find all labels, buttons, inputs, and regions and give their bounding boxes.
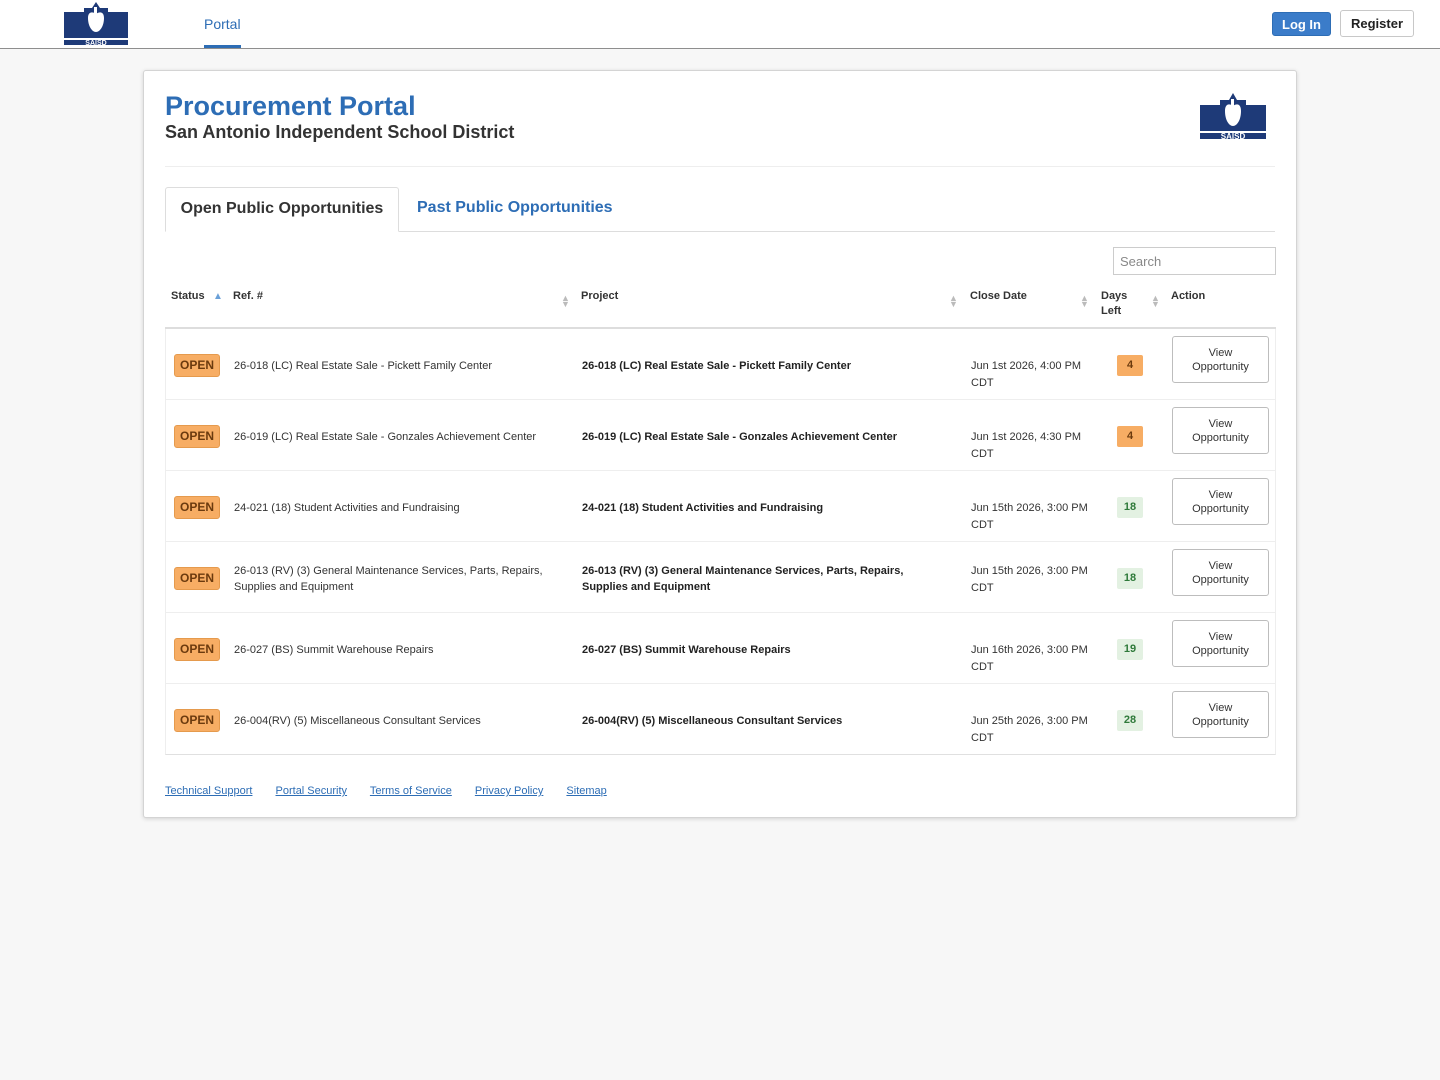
close-date-cell: Jun 16th 2026, 3:00 PM CDT [971, 644, 1088, 673]
table-row: OPEN 26-013 (RV) (3) General Maintenance… [166, 542, 1275, 613]
footer-link-terms-of-service[interactable]: Terms of Service [369, 785, 452, 797]
days-left-badge: 28 [1117, 710, 1143, 731]
table-row: OPEN 26-019 (LC) Real Estate Sale - Gonz… [166, 400, 1275, 471]
opportunities-table: Status ▲ Ref. # ▲ ▼ Project ▲ ▼ Close Date… [165, 283, 1276, 755]
opportunity-label: Opportunity [1192, 574, 1249, 586]
project-cell: 26-004(RV) (5) Miscellaneous Consultant … [582, 715, 843, 727]
close-date-cell: Jun 15th 2026, 3:00 PM CDT [971, 502, 1088, 531]
footer-link-privacy-policy[interactable]: Privacy Policy [474, 785, 544, 797]
opportunity-label: Opportunity [1192, 716, 1249, 728]
saisd-logo-large: SAISD [1200, 93, 1266, 141]
close-date-cell: Jun 1st 2026, 4:00 PM CDT [971, 360, 1082, 389]
project-cell: 26-013 (RV) (3) General Maintenance Serv… [582, 565, 904, 593]
view-label: View [1208, 489, 1233, 501]
column-header-days-left[interactable]: Days Left [1101, 289, 1127, 319]
days-label: Days [1101, 290, 1128, 302]
tab-open-opportunities[interactable]: Open Public Opportunities [165, 187, 399, 232]
search-input[interactable] [1113, 247, 1276, 275]
status-badge: OPEN [174, 709, 220, 732]
status-badge: OPEN [174, 354, 220, 377]
view-opportunity-button[interactable]: View Opportunity [1172, 620, 1269, 667]
view-label: View [1208, 560, 1233, 572]
days-left-badge: 4 [1117, 426, 1143, 447]
view-opportunity-button[interactable]: View Opportunity [1172, 691, 1269, 738]
view-opportunity-button[interactable]: View Opportunity [1172, 478, 1269, 525]
nav-portal-link[interactable]: Portal [204, 0, 241, 48]
table-row: OPEN 26-018 (LC) Real Estate Sale - Pick… [166, 329, 1275, 400]
table-row: OPEN 26-004(RV) (5) Miscellaneous Consul… [166, 684, 1275, 754]
ref-cell: 26-027 (BS) Summit Warehouse Repairs [234, 644, 434, 656]
view-opportunity-button[interactable]: View Opportunity [1172, 407, 1269, 454]
sort-asc-icon[interactable]: ▲ [213, 291, 223, 302]
column-header-project[interactable]: Project [581, 290, 619, 302]
footer-links: Technical Support Portal Security Terms … [165, 785, 627, 797]
register-button[interactable]: Register [1340, 10, 1414, 37]
opportunity-label: Opportunity [1192, 432, 1249, 444]
left-label: Left [1101, 305, 1122, 317]
days-left-badge: 18 [1117, 497, 1143, 518]
project-cell: 24-021 (18) Student Activities and Fundr… [582, 502, 824, 514]
status-badge: OPEN [174, 425, 220, 448]
table-row: OPEN 24-021 (18) Student Activities and … [166, 471, 1275, 542]
svg-text:SAISD: SAISD [85, 40, 106, 46]
view-label: View [1208, 631, 1233, 643]
table-header: Status ▲ Ref. # ▲ ▼ Project ▲ ▼ Close Date… [165, 283, 1276, 329]
login-button[interactable]: Log In [1272, 12, 1331, 36]
column-header-ref[interactable]: Ref. # [233, 290, 263, 302]
view-opportunity-button[interactable]: View Opportunity [1172, 549, 1269, 596]
portal-card: Procurement Portal San Antonio Independe… [143, 70, 1297, 818]
sort-icon[interactable]: ▲ ▼ [1151, 293, 1160, 309]
sort-icon[interactable]: ▲ ▼ [949, 293, 958, 309]
days-left-badge: 19 [1117, 639, 1143, 660]
status-badge: OPEN [174, 496, 220, 519]
tab-divider [165, 231, 1275, 232]
status-badge: OPEN [174, 567, 220, 590]
project-cell: 26-019 (LC) Real Estate Sale - Gonzales … [582, 431, 898, 443]
view-opportunity-button[interactable]: View Opportunity [1172, 336, 1269, 383]
svg-text:SAISD: SAISD [1221, 132, 1246, 141]
sort-icon[interactable]: ▲ ▼ [1080, 293, 1089, 309]
close-date-cell: Jun 25th 2026, 3:00 PM CDT [971, 715, 1088, 744]
ref-cell: 26-013 (RV) (3) General Maintenance Serv… [234, 565, 543, 593]
view-label: View [1208, 418, 1233, 430]
table-body: OPEN 26-018 (LC) Real Estate Sale - Pick… [165, 329, 1276, 755]
top-navbar: SAISD Portal Log In Register [0, 0, 1440, 49]
footer-link-technical-support[interactable]: Technical Support [165, 785, 253, 797]
project-cell: 26-018 (LC) Real Estate Sale - Pickett F… [582, 360, 851, 372]
sort-icon[interactable]: ▲ ▼ [561, 293, 570, 309]
ref-cell: 24-021 (18) Student Activities and Fundr… [234, 502, 460, 514]
opportunity-label: Opportunity [1192, 503, 1249, 515]
opportunity-label: Opportunity [1192, 361, 1249, 373]
ref-cell: 26-019 (LC) Real Estate Sale - Gonzales … [234, 431, 537, 443]
days-left-badge: 18 [1117, 568, 1143, 589]
close-date-cell: Jun 15th 2026, 3:00 PM CDT [971, 565, 1088, 594]
view-label: View [1208, 702, 1233, 714]
close-date-cell: Jun 1st 2026, 4:30 PM CDT [971, 431, 1082, 460]
header-divider [165, 166, 1275, 167]
column-header-action: Action [1171, 290, 1206, 302]
column-header-close-date[interactable]: Close Date [970, 290, 1027, 302]
footer-link-sitemap[interactable]: Sitemap [566, 785, 607, 797]
opportunity-label: Opportunity [1192, 645, 1249, 657]
page-title: Procurement Portal [165, 91, 416, 121]
ref-cell: 26-018 (LC) Real Estate Sale - Pickett F… [234, 360, 492, 372]
saisd-logo[interactable]: SAISD [62, 2, 130, 46]
column-header-status[interactable]: Status [171, 290, 205, 302]
tab-past-opportunities[interactable]: Past Public Opportunities [417, 199, 613, 216]
table-row: OPEN 26-027 (BS) Summit Warehouse Repair… [166, 613, 1275, 684]
footer-link-portal-security[interactable]: Portal Security [275, 785, 348, 797]
view-label: View [1208, 347, 1233, 359]
project-cell: 26-027 (BS) Summit Warehouse Repairs [582, 644, 791, 656]
status-badge: OPEN [174, 638, 220, 661]
page-subtitle: San Antonio Independent School District [165, 122, 515, 142]
days-left-badge: 4 [1117, 355, 1143, 376]
ref-cell: 26-004(RV) (5) Miscellaneous Consultant … [234, 715, 481, 727]
